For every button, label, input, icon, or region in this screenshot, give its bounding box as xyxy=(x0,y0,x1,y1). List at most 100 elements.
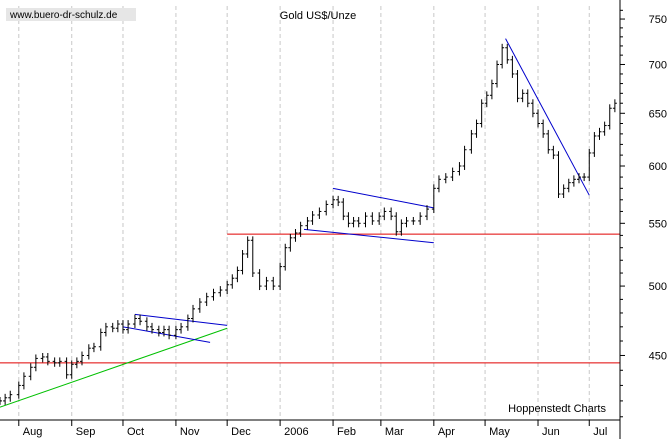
price-bar xyxy=(79,351,84,366)
price-bar xyxy=(377,212,382,225)
price-bar xyxy=(21,372,26,390)
price-bar xyxy=(612,99,617,113)
price-bar xyxy=(462,145,467,170)
price-bar xyxy=(469,129,474,154)
price-bar xyxy=(394,212,399,236)
y-tick-label: 650 xyxy=(649,108,667,120)
price-bar xyxy=(230,274,235,289)
price-bar xyxy=(235,266,240,283)
price-bar xyxy=(191,304,196,323)
price-bar xyxy=(120,320,125,334)
price-bar xyxy=(346,212,351,228)
price-bar xyxy=(317,207,322,219)
trend-lines xyxy=(0,38,590,408)
x-axis-ticks: Aug Sep Oct Nov Dec 2006 Feb Mar Apr May Jun Jul xyxy=(18,420,607,438)
price-bar xyxy=(298,221,303,237)
price-bar xyxy=(64,357,69,379)
price-bar xyxy=(546,129,551,154)
price-bar xyxy=(607,104,612,130)
price-bar xyxy=(8,390,13,402)
source-label: Hoppenstedt Charts xyxy=(508,403,606,415)
price-bar xyxy=(271,276,276,291)
price-bar xyxy=(52,357,57,367)
price-bar xyxy=(264,276,269,291)
price-bar xyxy=(245,236,250,258)
x-tick-label: 2006 xyxy=(284,426,308,438)
price-bar xyxy=(225,280,230,295)
price-bar xyxy=(505,43,510,64)
y-tick-label: 750 xyxy=(649,14,667,26)
price-bar xyxy=(185,314,190,331)
price-bar xyxy=(443,173,448,184)
y-tick-label: 600 xyxy=(649,161,667,173)
price-bar xyxy=(356,216,361,228)
watermark-text: www.buero-dr-schulz.de xyxy=(9,10,118,21)
price-bar xyxy=(597,127,602,140)
price-bar xyxy=(103,322,108,337)
price-bar xyxy=(211,288,216,301)
price-bar xyxy=(341,198,346,221)
price-bar xyxy=(515,70,520,103)
x-tick-label: Oct xyxy=(127,426,144,438)
x-tick-label: Sep xyxy=(76,426,96,438)
price-bar xyxy=(278,262,283,291)
price-bar xyxy=(479,99,484,128)
price-bar xyxy=(288,233,293,252)
y-axis-ticks: 450 500 550 600 650 700 750 xyxy=(620,9,667,418)
x-tick-label: Feb xyxy=(337,426,356,438)
price-bar xyxy=(389,207,394,221)
price-bar xyxy=(324,200,329,216)
price-bar xyxy=(250,236,255,278)
price-bar xyxy=(310,211,315,225)
y-tick-label: 500 xyxy=(649,281,667,293)
x-tick-label: Jun xyxy=(542,426,560,438)
price-bar xyxy=(577,173,582,184)
price-bar xyxy=(305,216,310,230)
price-bar xyxy=(218,286,223,297)
price-bar xyxy=(561,184,566,198)
price-bar xyxy=(115,320,120,333)
y-tick-label: 550 xyxy=(649,218,667,230)
chart-title: Gold US$/Unze xyxy=(280,10,356,22)
trend-line xyxy=(134,313,228,326)
price-bar xyxy=(28,363,33,381)
price-bar xyxy=(132,314,137,328)
price-bar xyxy=(450,167,455,182)
price-bar xyxy=(582,173,587,182)
price-bar xyxy=(556,151,561,198)
price-bar xyxy=(40,352,45,363)
watermark-box xyxy=(6,8,136,21)
price-bar xyxy=(91,342,96,353)
price-bar xyxy=(489,79,494,100)
price-bar xyxy=(500,43,505,69)
price-bar xyxy=(520,89,525,103)
x-tick-label: Aug xyxy=(23,426,43,438)
price-bar xyxy=(173,325,178,340)
price-bar xyxy=(293,229,298,242)
price-bar xyxy=(257,269,262,291)
price-bar xyxy=(69,360,74,379)
price-bar xyxy=(363,212,368,228)
price-bar xyxy=(161,325,166,337)
x-tick-label: May xyxy=(489,426,510,438)
price-bar xyxy=(551,145,556,160)
trend-line xyxy=(122,326,211,343)
price-bar xyxy=(98,328,103,351)
price-bar xyxy=(138,314,143,326)
price-bar xyxy=(602,121,607,136)
trend-line xyxy=(0,327,228,408)
price-bar xyxy=(126,320,131,334)
price-bar xyxy=(411,216,416,225)
price-bar xyxy=(418,212,423,225)
trend-line xyxy=(303,228,434,244)
y-tick-label: 450 xyxy=(649,350,667,362)
price-bar xyxy=(45,352,50,366)
price-bar xyxy=(351,216,356,228)
price-bar xyxy=(156,325,161,337)
price-bar xyxy=(474,119,479,138)
price-bar xyxy=(0,396,2,405)
x-tick-label: Dec xyxy=(231,426,251,438)
price-bar xyxy=(283,243,288,271)
x-tick-label: Nov xyxy=(180,426,200,438)
